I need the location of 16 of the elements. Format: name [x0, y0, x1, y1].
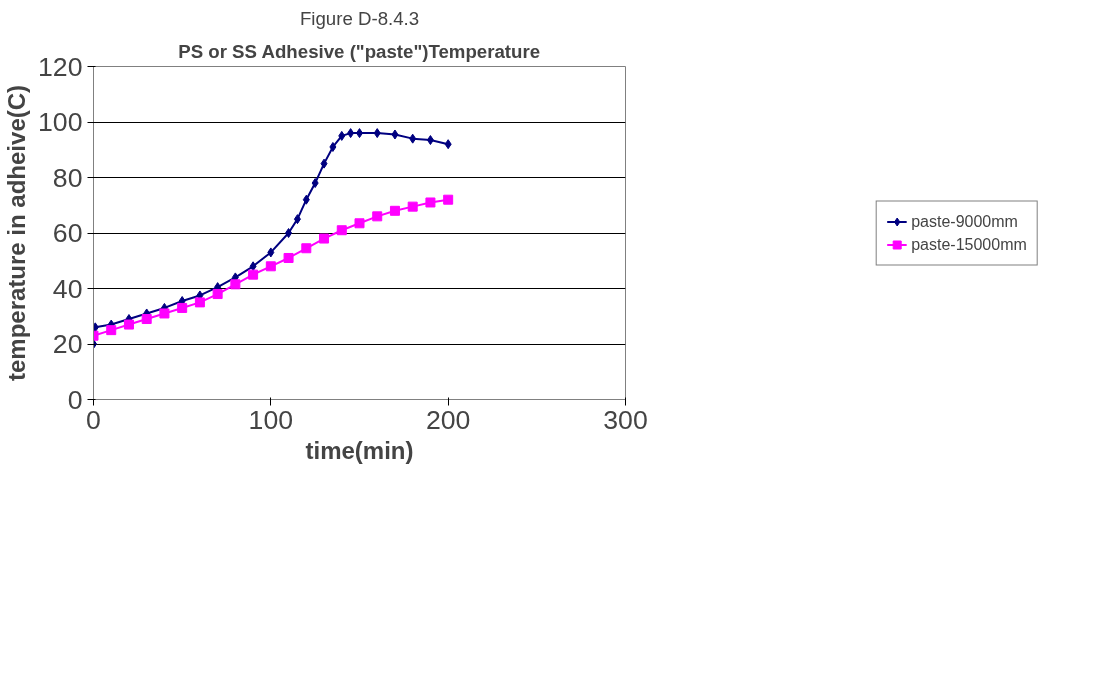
legend-label: paste-15000mm — [911, 235, 1027, 253]
legend-label: paste-9000mm — [911, 212, 1018, 230]
y-tick-label: 80 — [52, 162, 83, 193]
y-axis-title: temperature in adheive(C) — [3, 84, 31, 382]
chart-title: Figure D-8.4.3 — [299, 7, 420, 29]
y-tick-label: 60 — [52, 218, 83, 248]
x-tick-label: 200 — [425, 404, 471, 435]
x-axis-title: time(min) — [305, 436, 414, 464]
y-tick-label: 20 — [52, 329, 83, 359]
x-tick-label: 300 — [603, 404, 648, 435]
chart-subtitle: PS or SS Adhesive ("paste")Temperature — [178, 40, 541, 62]
y-tick-label: 120 — [38, 51, 83, 82]
x-tick-label: 100 — [248, 404, 294, 435]
y-tick-label: 0 — [67, 384, 83, 415]
y-tick-label: 100 — [38, 107, 83, 137]
y-tick-label: 40 — [52, 273, 83, 304]
